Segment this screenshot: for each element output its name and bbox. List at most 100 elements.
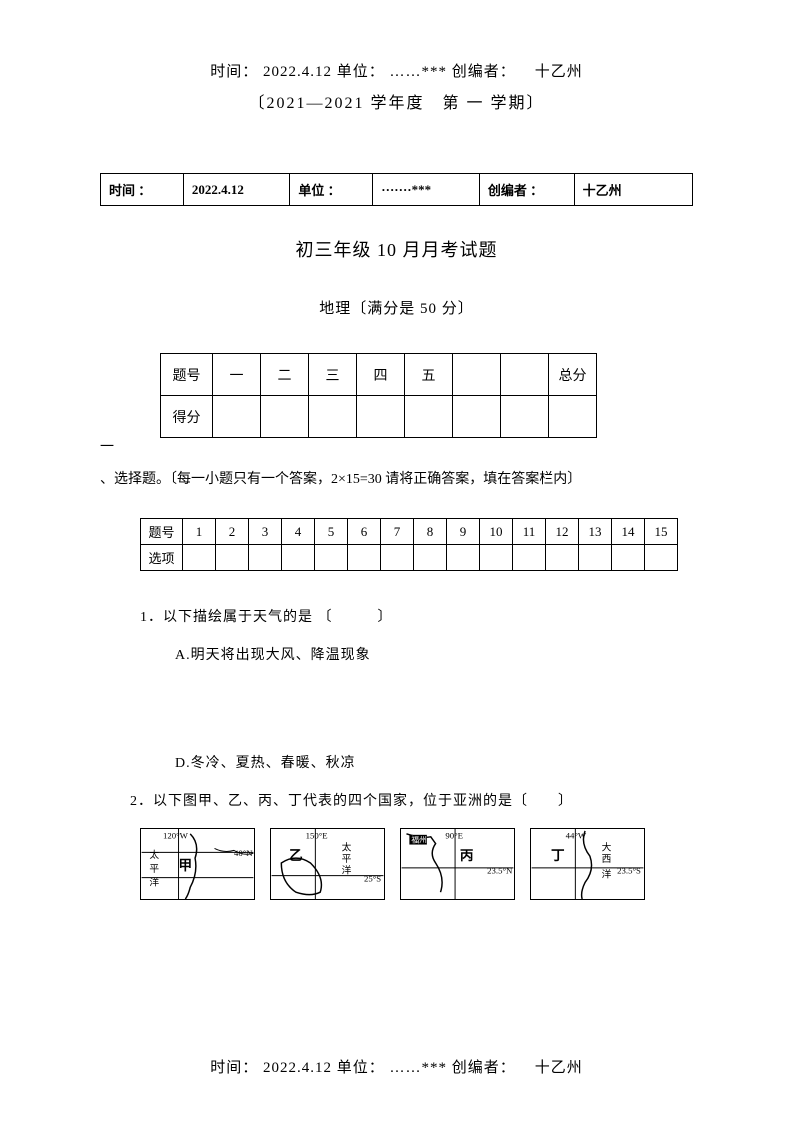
ans-h0: 题号 (141, 519, 183, 545)
ans-h9: 9 (447, 519, 480, 545)
footer-line: 时间： 2022.4.12 单位： ……*** 创编者： 十乙州 (0, 1056, 793, 1077)
map-ding-lat: 23.5°S (617, 866, 641, 876)
info-creator-value: 十乙州 (574, 174, 692, 206)
ans-cell (183, 545, 216, 571)
q2-text: 2．以下图甲、乙、丙、丁代表的四个国家，位于亚洲的是〔 〕 (130, 790, 693, 810)
ftr-date: 2022.4.12 (263, 1060, 332, 1076)
ans-h11: 11 (513, 519, 546, 545)
ans-cell (249, 545, 282, 571)
ans-h5: 5 (315, 519, 348, 545)
info-table: 时间 ： 2022.4.12 单位 ： ·······*** 创编者 ： 十乙州 (100, 173, 693, 206)
ftr-unit-value: ……*** (390, 1060, 448, 1076)
score-cell (453, 396, 501, 438)
score-h4: 四 (357, 354, 405, 396)
q1-optD: D.冬冷、夏热、春暖、秋凉 (175, 752, 693, 772)
ans-h3: 3 (249, 519, 282, 545)
map-yi-lon: 150°E (306, 831, 328, 841)
ans-cell (579, 545, 612, 571)
map-jia-lat: 40°N (234, 848, 253, 858)
score-h2: 二 (261, 354, 309, 396)
map-jia: 120°W 40°N 太 平 洋 甲 (140, 828, 255, 900)
answer-table: 题号 1 2 3 4 5 6 7 8 9 10 11 12 13 14 15 选… (140, 518, 678, 571)
ans-cell (645, 545, 678, 571)
hdr-date: 2022.4.12 (263, 64, 332, 80)
info-unit-value: ·······*** (373, 174, 480, 206)
info-creator-label: 创编者 ： (479, 174, 574, 206)
map-jia-label: 甲 (179, 858, 193, 873)
ans-cell (216, 545, 249, 571)
info-time-value: 2022.4.12 (183, 174, 290, 206)
score-cell (261, 396, 309, 438)
ans-h2: 2 (216, 519, 249, 545)
map-jia-ocean1: 太 (149, 848, 159, 861)
score-table: 题号 一 二 三 四 五 总分 得分 (160, 353, 597, 438)
score-cell (213, 396, 261, 438)
score-cell (549, 396, 597, 438)
ans-h13: 13 (579, 519, 612, 545)
ftr-time-label: 时间： (210, 1060, 258, 1076)
ans-h14: 14 (612, 519, 645, 545)
score-h6 (453, 354, 501, 396)
hdr-creator-value: 十乙州 (535, 64, 583, 80)
hdr-unit-value: ……*** (390, 64, 448, 80)
map-row: 120°W 40°N 太 平 洋 甲 150°E 25°S 太 平 洋 乙 福州 (140, 828, 693, 900)
hdr-unit-label: 单位： (337, 64, 385, 80)
map-yi: 150°E 25°S 太 平 洋 乙 (270, 828, 385, 900)
main-title: 初三年级 10 月月考试题 (100, 236, 693, 262)
map-yi-label: 乙 (289, 848, 303, 863)
ans-cell (282, 545, 315, 571)
ftr-creator-label: 创编者： (452, 1060, 516, 1076)
map-yi-ocean1: 太 (342, 840, 352, 853)
subtitle: 地理〔满分是 50 分〕 (100, 297, 693, 318)
map-yi-lat: 25°S (364, 874, 381, 884)
ans-cell (348, 545, 381, 571)
ans-cell (447, 545, 480, 571)
hdr-creator-label: 创编者： (452, 64, 516, 80)
map-jia-ocean3: 洋 (149, 875, 159, 888)
ans-cell (480, 545, 513, 571)
score-table-wrapper: 题号 一 二 三 四 五 总分 得分 一 (100, 353, 693, 438)
ans-h6: 6 (348, 519, 381, 545)
map-bing-label: 丙 (460, 848, 474, 863)
q1-text: 1．以下描绘属于天气的是 〔 〕 (140, 606, 693, 626)
gap (100, 682, 693, 752)
section1-marker: 一 (100, 436, 114, 456)
score-r2-label: 得分 (161, 396, 213, 438)
ans-r2-label: 选项 (141, 545, 183, 571)
ans-cell (381, 545, 414, 571)
header-line1: 时间： 2022.4.12 单位： ……*** 创编者： 十乙州 (100, 60, 693, 81)
map-jia-lon: 120°W (163, 831, 189, 841)
ans-h1: 1 (183, 519, 216, 545)
map-ding-ocean1: 大 (602, 840, 612, 853)
score-h0: 题号 (161, 354, 213, 396)
ftr-creator-value: 十乙州 (535, 1060, 583, 1076)
map-yi-ocean3: 洋 (342, 864, 352, 877)
map-ding-ocean2: 西 (602, 854, 612, 865)
ans-cell (546, 545, 579, 571)
map-ding-ocean3: 洋 (602, 868, 612, 881)
ans-cell (315, 545, 348, 571)
score-h7 (501, 354, 549, 396)
score-h8: 总分 (549, 354, 597, 396)
ans-h10: 10 (480, 519, 513, 545)
score-cell (405, 396, 453, 438)
ans-h15: 15 (645, 519, 678, 545)
score-cell (309, 396, 357, 438)
ans-cell (513, 545, 546, 571)
ans-h7: 7 (381, 519, 414, 545)
map-yi-ocean2: 平 (342, 854, 352, 865)
map-bing-lat: 23.5°N (487, 866, 513, 876)
map-ding: 44°W 23.5°S 大 西 洋 丁 (530, 828, 645, 900)
score-h3: 三 (309, 354, 357, 396)
ans-cell (414, 545, 447, 571)
map-jia-ocean2: 平 (149, 864, 159, 875)
info-unit-label: 单位 ： (290, 174, 373, 206)
hdr-time-label: 时间： (210, 64, 258, 80)
ans-h8: 8 (414, 519, 447, 545)
score-cell (501, 396, 549, 438)
score-h1: 一 (213, 354, 261, 396)
map-bing-lon: 90°E (445, 831, 463, 841)
score-cell (357, 396, 405, 438)
ans-cell (612, 545, 645, 571)
map-ding-lon: 44°W (566, 831, 587, 841)
